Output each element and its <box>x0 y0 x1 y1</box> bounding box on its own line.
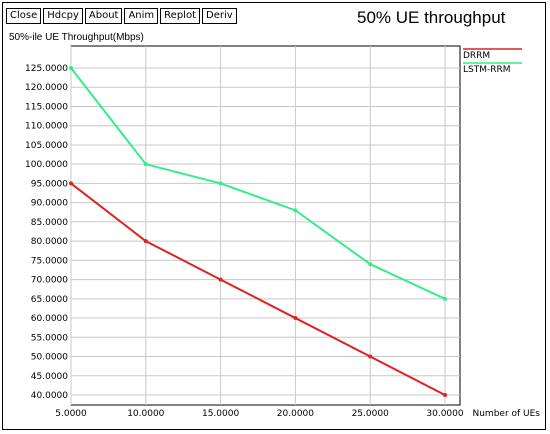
x-tick-label: 5.0000 <box>55 409 87 419</box>
y-tick-label: 40.0000 <box>31 391 68 401</box>
deriv-button[interactable]: Deriv <box>202 8 237 24</box>
toolbar: Close Hdcpy About Anim Replot Deriv <box>6 8 237 24</box>
data-point <box>143 239 148 244</box>
series-group <box>69 66 447 397</box>
data-point <box>143 162 148 167</box>
grid <box>70 46 460 405</box>
x-axis-ticks: 5.0000 10.0000 15.0000 20.0000 25.0000 30.000… <box>55 409 464 419</box>
data-point <box>293 208 298 213</box>
x-tick-label: 15.0000 <box>202 409 239 419</box>
y-tick-label: 95.0000 <box>31 179 68 189</box>
y-tick-label: 85.0000 <box>31 218 68 228</box>
y-tick-label: 115.0000 <box>25 102 68 112</box>
legend-label: DRRM <box>463 51 490 61</box>
y-tick-label: 55.0000 <box>31 333 68 343</box>
chart-title: 50% UE throughput <box>357 8 506 27</box>
y-tick-label: 60.0000 <box>31 314 68 324</box>
plot-window <box>2 2 546 430</box>
data-point <box>368 354 373 359</box>
y-tick-label: 125.0000 <box>25 64 68 74</box>
y-tick-label: 70.0000 <box>31 276 68 286</box>
plot-area <box>70 45 461 406</box>
data-point <box>443 393 447 397</box>
x-tick-label: 20.0000 <box>277 409 314 419</box>
y-tick-label: 75.0000 <box>31 256 68 266</box>
data-point <box>69 181 73 186</box>
y-tick-label: 120.0000 <box>25 83 68 93</box>
x-tick-label: 10.0000 <box>127 409 164 419</box>
y-tick-label: 65.0000 <box>31 295 68 305</box>
y-tick-label: 90.0000 <box>31 199 68 209</box>
data-point <box>443 296 447 301</box>
legend: DRRM LSTM-RRM <box>463 48 522 75</box>
x-tick-label: 30.0000 <box>426 409 463 419</box>
x-axis-label: Number of UEs <box>472 409 540 419</box>
y-tick-label: 80.0000 <box>31 237 68 247</box>
legend-label: LSTM-RRM <box>463 65 511 75</box>
y-tick-label: 100.0000 <box>25 160 68 170</box>
x-tick-label: 25.0000 <box>352 409 389 419</box>
data-point <box>368 262 373 267</box>
data-point <box>69 66 73 70</box>
y-tick-label: 45.0000 <box>31 372 68 382</box>
y-axis-ticks: 40.0000 45.0000 50.0000 55.0000 60.0000 65.00… <box>25 64 68 401</box>
data-point <box>218 277 223 282</box>
series-line-lstm-rrm <box>70 67 446 300</box>
hardcopy-button[interactable]: Hdcpy <box>43 8 83 24</box>
about-button[interactable]: About <box>84 8 123 24</box>
y-tick-label: 105.0000 <box>25 141 68 151</box>
close-button[interactable]: Close <box>6 8 42 24</box>
y-tick-label: 110.0000 <box>25 122 68 132</box>
anim-button[interactable]: Anim <box>124 8 159 24</box>
series-line-drrm <box>70 182 446 396</box>
data-point <box>218 181 223 186</box>
data-point <box>293 316 298 321</box>
y-tick-label: 50.0000 <box>31 353 68 363</box>
replot-button[interactable]: Replot <box>160 8 200 24</box>
y-axis-label: 50%-ile UE Throughput(Mbps) <box>9 32 144 43</box>
